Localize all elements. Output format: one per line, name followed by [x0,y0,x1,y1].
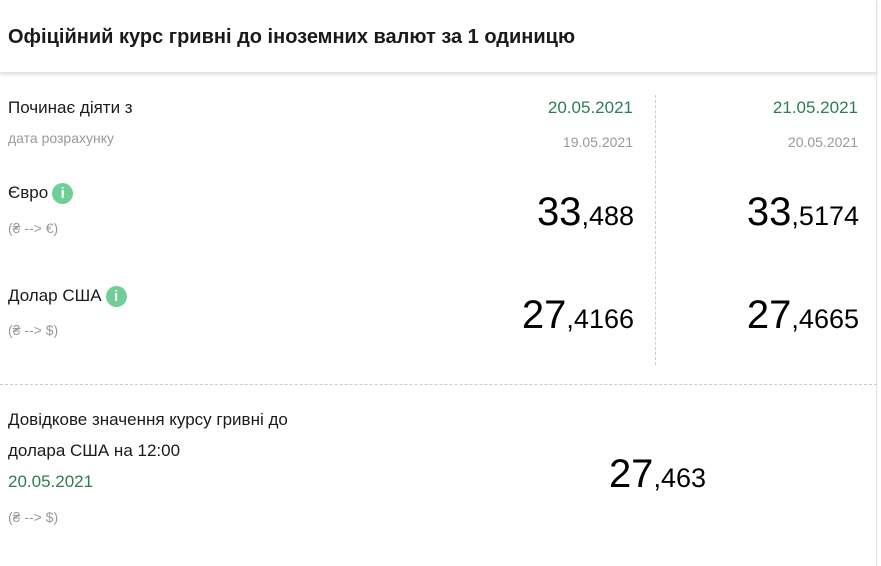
rate-frac: ,4665 [791,304,859,334]
reference-pair: (₴ --> $) [8,509,59,525]
col2-effective-date: 21.05.2021 [772,98,858,117]
rate-frac: ,463 [653,463,706,493]
col1-effective-date: 20.05.2021 [547,98,633,117]
section-divider [0,384,877,385]
rate-int: 27 [608,452,654,496]
reference-rate: 27,463 [609,452,706,497]
scroll-edge [876,0,877,566]
euro-rate-col2: 33,5174 [747,190,859,235]
rate-frac: ,4166 [566,304,634,334]
reference-date: 20.05.2021 [8,472,94,491]
col2-calc-date: 20.05.2021 [787,134,858,150]
reference-line2: долара США на 12:00 [8,441,181,460]
rate-frac: ,5174 [791,201,859,231]
rate-int: 27 [746,293,792,337]
usd-rate-col2: 27,4665 [747,293,859,338]
page-title: Офіційний курс гривні до іноземних валют… [8,26,576,48]
column-divider [655,95,656,365]
rate-frac: ,488 [581,201,634,231]
currency-name: Долар США [8,286,102,305]
currency-pair: (₴ --> $) [8,322,59,338]
reference-line1: Довідкове значення курсу гривні до [8,410,288,429]
info-icon[interactable]: i [105,286,127,308]
currency-euro: Євро i [8,183,74,205]
currency-pair: (₴ --> €) [8,220,59,236]
rate-int: 33 [536,190,582,234]
calc-date-label: дата розрахунку [8,130,114,146]
rate-int: 33 [746,190,792,234]
col1-calc-date: 19.05.2021 [562,134,633,150]
effective-label: Починає діяти з [8,98,133,117]
currency-name: Євро [8,183,49,202]
header-bar [0,0,877,73]
currency-usd: Долар США i [8,286,127,308]
info-icon[interactable]: i [52,183,74,205]
euro-rate-col1: 33,488 [537,190,634,235]
rate-int: 27 [521,293,567,337]
usd-rate-col1: 27,4166 [522,293,634,338]
